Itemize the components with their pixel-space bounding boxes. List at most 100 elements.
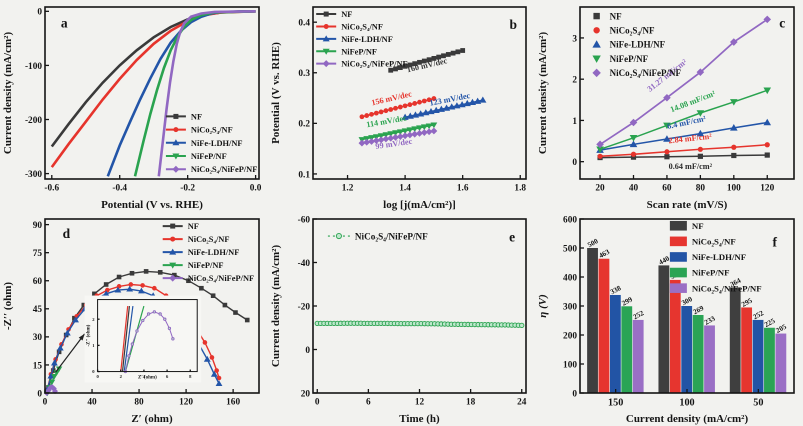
svg-text:Time (h): Time (h) (399, 413, 440, 425)
svg-text:Current density (mA/cm²): Current density (mA/cm²) (537, 32, 549, 155)
svg-text:NF: NF (188, 222, 199, 231)
svg-text:2.84 mF/cm²: 2.84 mF/cm² (668, 132, 713, 146)
svg-text:NiCo₂S₄/NF: NiCo₂S₄/NF (191, 126, 233, 135)
svg-text:Z′ (ohm): Z′ (ohm) (131, 413, 173, 425)
svg-text:205: 205 (775, 323, 789, 335)
svg-text:338: 338 (609, 284, 623, 296)
svg-text:NiFeP/NF: NiFeP/NF (191, 152, 227, 161)
inset-pointer-arrow (55, 333, 86, 373)
svg-text:269: 269 (692, 304, 706, 316)
svg-text:0: 0 (92, 369, 95, 374)
series-NiFeP/NF (133, 10, 256, 177)
svg-text:Current density (mA/cm²): Current density (mA/cm²) (2, 32, 14, 155)
svg-text:0: 0 (43, 397, 48, 407)
plot-f: 5004403644633902953383002522992692252522… (537, 215, 795, 425)
svg-text:100: 100 (727, 183, 741, 193)
plot-a: -0.6 -0.4 -0.2 0.0 0 -100 -200 -300 Potential (V… (2, 6, 262, 211)
svg-text:40: 40 (87, 397, 97, 407)
svg-text:Current density (mA/cm²): Current density (mA/cm²) (270, 245, 282, 368)
svg-text:Potential (V vs. RHE): Potential (V vs. RHE) (101, 199, 203, 211)
svg-text:0: 0 (572, 158, 577, 168)
axes-frame (579, 6, 795, 180)
panel-e-stability-chart: 0 6 12 18 24 -60 -40 -20 0 20 Time (h) Current dens… (270, 215, 527, 425)
bar-NiCo₂S₄/NF-150 (598, 258, 610, 393)
svg-text:Scan rate (mV/S): Scan rate (mV/S) (647, 199, 728, 211)
svg-text:NiFeP/NF: NiFeP/NF (188, 261, 224, 270)
bar-NiFeP/NF-100 (692, 314, 704, 393)
bar-NF-50 (729, 287, 741, 393)
series-NiFe-LDH/NF (106, 10, 256, 177)
svg-text:1.8: 1.8 (514, 183, 526, 193)
series-NiFe-LDH/NF (404, 99, 483, 119)
svg-text:500: 500 (586, 237, 600, 249)
svg-text:c: c (779, 15, 785, 30)
axes-frame (44, 6, 260, 180)
svg-text:300: 300 (680, 295, 694, 307)
svg-text:NiCo₂S₄/NiFeP/NF: NiCo₂S₄/NiFeP/NF (188, 274, 254, 283)
svg-text:0.1: 0.1 (298, 170, 310, 180)
bar-NiCo₂S₄/NiFeP/NF-150 (632, 319, 644, 393)
svg-text:3: 3 (572, 34, 577, 44)
svg-text:233: 233 (703, 314, 717, 326)
series-NiFeP/NF (599, 89, 768, 151)
plot-e: 0 6 12 18 24 -60 -40 -20 0 20 Time (h) Current dens… (270, 215, 527, 425)
svg-text:500: 500 (563, 244, 577, 254)
svg-text:Potential (V vs. RHE): Potential (V vs. RHE) (270, 42, 282, 144)
svg-text:0: 0 (96, 374, 99, 379)
svg-text:0: 0 (305, 346, 310, 356)
bar-NiCo₂S₄/NiFeP/NF-50 (775, 333, 787, 393)
svg-text:η (V): η (V) (537, 294, 549, 317)
svg-text:NiCo₂S₄/NiFeP/NF: NiCo₂S₄/NiFeP/NF (355, 231, 428, 241)
series-NiCo₂S₄/NF (361, 97, 435, 118)
svg-text:NiFeP/NF: NiFeP/NF (692, 268, 730, 278)
svg-text:-200: -200 (25, 116, 42, 126)
bar-NiFe-LDH/NF-100 (681, 306, 693, 393)
bar-NF-100 (658, 265, 670, 393)
svg-text:NiFeP/NF: NiFeP/NF (341, 47, 377, 56)
panel-b-tafel-chart: 1.2 1.4 1.6 1.8 0.1 0.2 0.3 0.4 log [j(mA/cm²)] P… (270, 6, 527, 211)
svg-text:NiCo₂S₄/NF: NiCo₂S₄/NF (610, 26, 655, 36)
svg-text:463: 463 (598, 248, 612, 260)
svg-text:-0.2: -0.2 (180, 183, 195, 193)
panel-a-her-polarization-chart: -0.6 -0.4 -0.2 0.0 0 -100 -200 -300 Potential (V… (2, 6, 262, 211)
svg-text:NiCo₂S₄/NF: NiCo₂S₄/NF (692, 237, 736, 247)
svg-text:1.2: 1.2 (342, 183, 354, 193)
bar-NiFeP/NF-50 (764, 327, 775, 393)
bar-NiCo₂S₄/NiFeP/NF-100 (704, 325, 715, 393)
svg-text:1: 1 (572, 117, 577, 127)
svg-text:e: e (509, 229, 515, 244)
series-NiCo₂S₄/NiFeP/NF (599, 18, 768, 146)
series-NF (121, 306, 130, 372)
svg-text:90: 90 (33, 221, 43, 231)
bar-NiCo₂S₄/NF-50 (741, 307, 753, 393)
svg-text:0: 0 (37, 8, 42, 18)
svg-text:12: 12 (415, 397, 425, 407)
plot-d-inset: 0 2 4 6 8 0 1 2 Z′ (ohm) -Z′′ (ohm) (87, 299, 198, 381)
svg-text:60: 60 (662, 183, 672, 193)
svg-text:NiCo₂S₄/NiFeP/NF: NiCo₂S₄/NiFeP/NF (191, 165, 257, 174)
series-NiCo₂S₄/NF (600, 144, 768, 158)
svg-text:20: 20 (301, 389, 311, 399)
bar-NiCo₂S₄/NF-100 (669, 279, 681, 393)
svg-text:NiCo₂S₄/NiFeP/NF: NiCo₂S₄/NiFeP/NF (341, 60, 407, 69)
svg-text:600: 600 (563, 215, 577, 225)
svg-text:6.4 mF/cm²: 6.4 mF/cm² (666, 114, 707, 131)
svg-text:NiFe-LDH/NF: NiFe-LDH/NF (188, 248, 240, 257)
svg-text:NiFe-LDH/NF: NiFe-LDH/NF (191, 139, 243, 148)
svg-text:15: 15 (33, 361, 43, 371)
svg-text:0.0: 0.0 (250, 183, 262, 193)
axes-frame (312, 6, 527, 180)
svg-text:NiCo₂S₄/NF: NiCo₂S₄/NF (188, 235, 230, 244)
bar-NF-150 (587, 248, 598, 393)
svg-text:20: 20 (595, 183, 605, 193)
svg-text:50: 50 (753, 397, 763, 408)
bar-NiFe-LDH/NF-150 (609, 294, 621, 393)
panel-f-overpotential-bar-chart: 5004403644633902953383002522992692252522… (537, 215, 795, 425)
svg-text:NiFe-LDH/NF: NiFe-LDH/NF (341, 35, 393, 44)
svg-text:-0.6: -0.6 (44, 183, 59, 193)
svg-text:d: d (63, 226, 71, 241)
svg-text:log [j(mA/cm²)]: log [j(mA/cm²)] (383, 199, 456, 211)
